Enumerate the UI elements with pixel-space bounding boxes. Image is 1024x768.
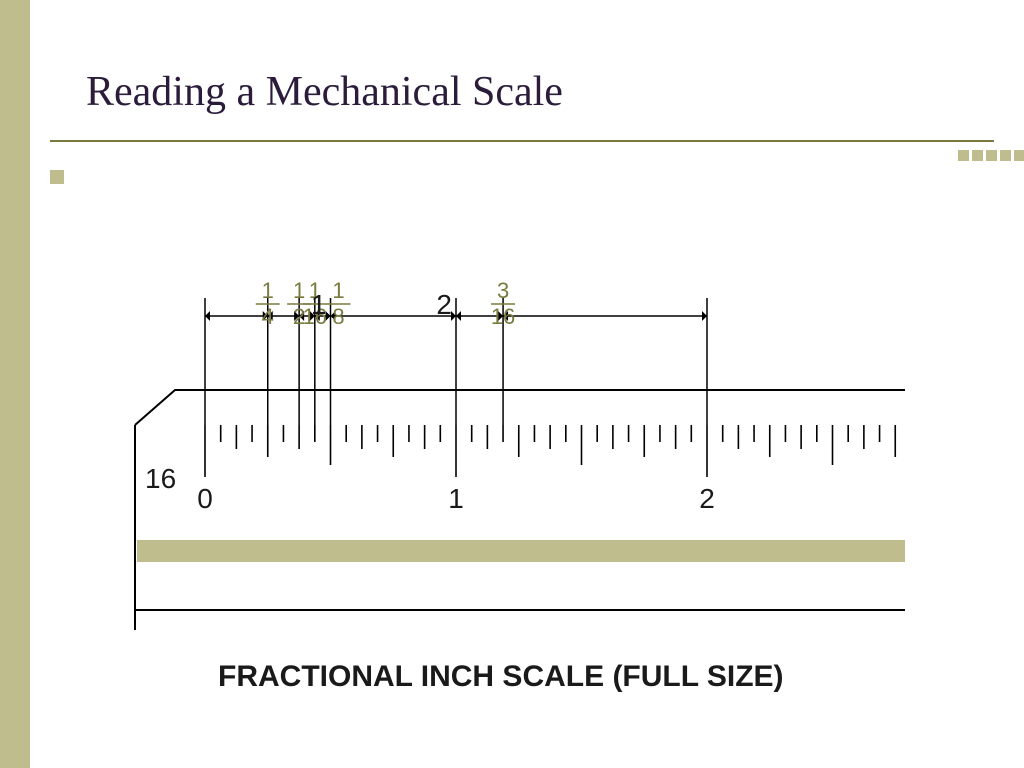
subtitle: FRACTIONAL INCH SCALE (FULL SIZE): [218, 660, 784, 694]
svg-text:2: 2: [699, 483, 715, 514]
svg-text:1: 1: [293, 278, 305, 303]
svg-text:0: 0: [197, 483, 213, 514]
title-underline: [50, 140, 994, 142]
ruler-diagram: 0121614121161182316: [100, 270, 1010, 635]
svg-text:8: 8: [332, 304, 344, 329]
svg-text:3: 3: [497, 278, 509, 303]
svg-text:1: 1: [448, 483, 464, 514]
svg-text:2: 2: [436, 289, 452, 320]
left-accent-band: [0, 0, 30, 768]
page-title: Reading a Mechanical Scale: [86, 68, 563, 116]
decor-squares: [958, 150, 1024, 161]
svg-text:1: 1: [311, 289, 327, 320]
svg-text:16: 16: [491, 304, 515, 329]
svg-text:4: 4: [262, 304, 274, 329]
svg-text:16: 16: [145, 463, 176, 494]
svg-text:1: 1: [262, 278, 274, 303]
svg-text:1: 1: [332, 278, 344, 303]
bullet-icon: [50, 170, 64, 184]
